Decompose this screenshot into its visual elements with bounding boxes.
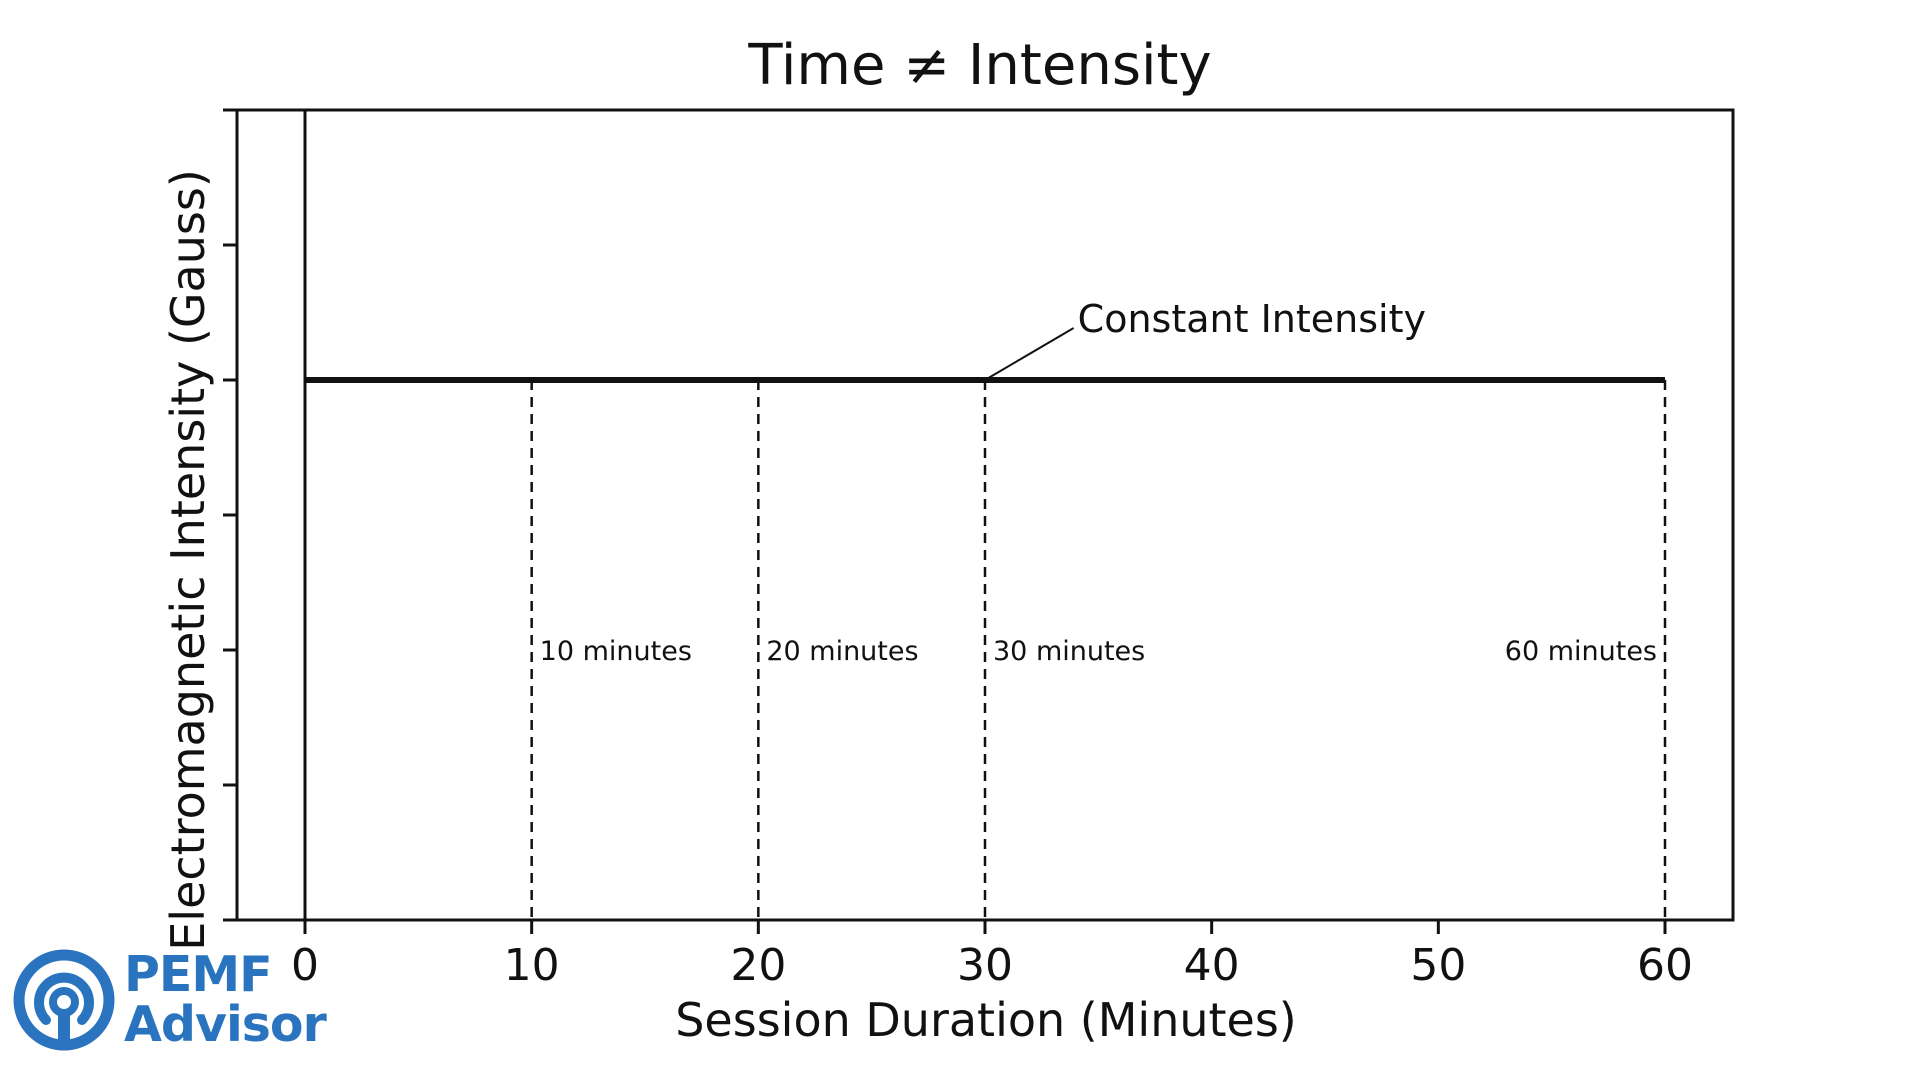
chart-title: Time ≠ Intensity xyxy=(747,33,1211,98)
x-tick-label: 40 xyxy=(1184,940,1240,991)
x-tick-label: 10 xyxy=(504,940,560,991)
x-tick-label: 60 xyxy=(1637,940,1693,991)
x-ticks: 0 10 20 30 40 50 60 xyxy=(291,920,1693,991)
x-axis-label: Session Duration (Minutes) xyxy=(675,993,1297,1047)
annotation-leader-line xyxy=(984,327,1075,381)
logo-wordmark: PEMF Advisor xyxy=(124,946,327,1053)
logo-line-2: Advisor xyxy=(124,996,327,1053)
vertical-markers: 10 minutes 20 minutes 30 minutes 60 minutes xyxy=(530,380,1667,920)
annotation-label: Constant Intensity xyxy=(1078,297,1426,341)
x-tick-label: 0 xyxy=(291,940,319,991)
plot-frame xyxy=(235,108,1735,922)
series-lines xyxy=(303,110,1665,920)
annotation: Constant Intensity xyxy=(984,297,1426,381)
marker-label-30: 30 minutes xyxy=(993,636,1145,667)
x-tick-label: 30 xyxy=(957,940,1013,991)
pemf-wave-icon xyxy=(13,949,115,1051)
marker-label-60: 60 minutes xyxy=(1505,636,1657,667)
marker-label-10: 10 minutes xyxy=(540,636,692,667)
pemf-advisor-logo: PEMF Advisor xyxy=(12,948,332,1054)
logo-line-1: PEMF xyxy=(124,946,273,1003)
y-ticks xyxy=(223,108,237,922)
x-tick-label: 20 xyxy=(730,940,786,991)
marker-label-20: 20 minutes xyxy=(766,636,918,667)
y-axis-label: Electromagnetic Intensity (Gauss) xyxy=(161,169,215,951)
x-tick-label: 50 xyxy=(1410,940,1466,991)
